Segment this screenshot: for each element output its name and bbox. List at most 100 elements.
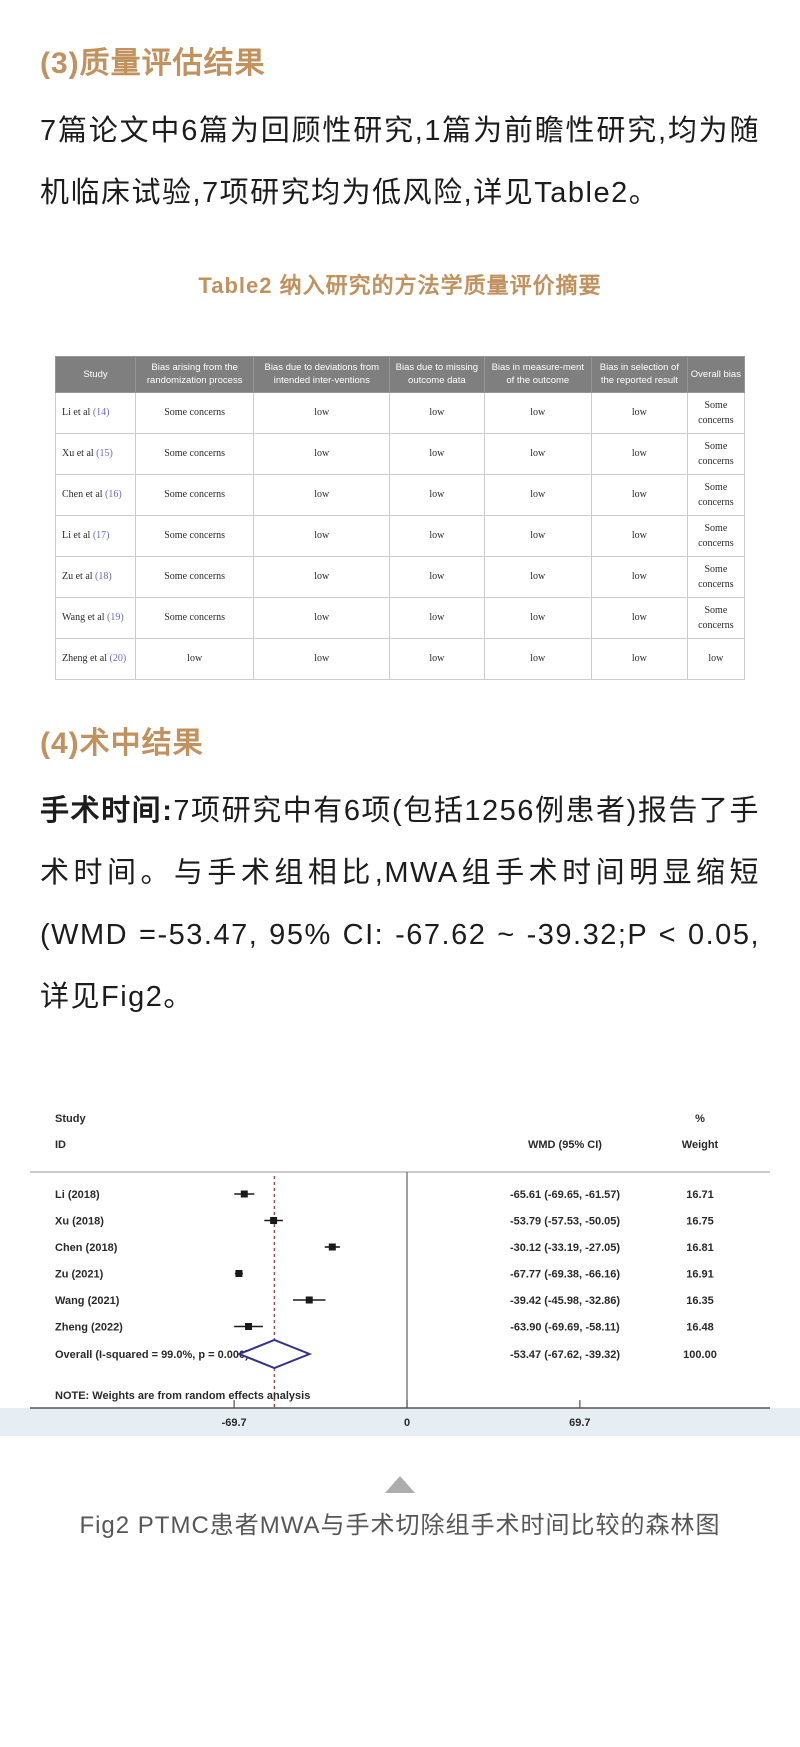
overall-label: Overall (I-squared = 99.0%, p = 0.000) bbox=[55, 1349, 249, 1361]
bias-cell: low bbox=[389, 596, 485, 639]
bias-cell: low bbox=[389, 391, 485, 434]
bias-cell: low bbox=[591, 432, 688, 475]
wmd-value: -67.77 (-69.38, -66.16) bbox=[510, 1268, 620, 1280]
x-axis-tick-label: 0 bbox=[404, 1417, 410, 1429]
study-cell: Li et al (17) bbox=[55, 514, 136, 557]
overall-bias-cell: Some concerns bbox=[686, 432, 746, 475]
x-axis-tick-label: -69.7 bbox=[222, 1417, 247, 1429]
study-cell: Zheng et al (20) bbox=[55, 637, 136, 680]
table-row: Li et al (14) Some concerns low low low low So… bbox=[55, 391, 746, 434]
quality-table-body: Li et al (14) Some concerns low low low low So… bbox=[55, 391, 746, 680]
x-axis-tick-label: 69.7 bbox=[569, 1417, 590, 1429]
overall-bias-cell: Some concerns bbox=[686, 391, 746, 434]
table-row: Zheng et al (20) low low low low low low bbox=[55, 637, 746, 680]
bias-cell: low bbox=[591, 637, 688, 680]
bias-cell: low bbox=[591, 473, 688, 516]
article-body: (3)质量评估结果 7篇论文中6篇为回顾性研究,1篇为前瞻性研究,均为随机临床试… bbox=[0, 46, 800, 1028]
bias-cell: low bbox=[483, 391, 593, 434]
overall-bias-cell: Some concerns bbox=[686, 555, 746, 598]
forest-col-id: ID bbox=[55, 1139, 66, 1151]
bias-cell: Some concerns bbox=[134, 391, 255, 434]
reference-number: (18) bbox=[95, 571, 112, 583]
quality-table-header: Study Bias arising from the randomizatio… bbox=[55, 356, 746, 393]
point-estimate-marker bbox=[305, 1296, 313, 1304]
bias-cell: low bbox=[253, 432, 391, 475]
bias-cell: low bbox=[253, 391, 391, 434]
weight-value: 16.48 bbox=[686, 1321, 714, 1333]
overall-diamond bbox=[236, 1338, 313, 1369]
forest-col-study: Study bbox=[55, 1113, 86, 1125]
col-header-randomization: Bias arising from the randomization proc… bbox=[134, 356, 255, 393]
reference-number: (15) bbox=[96, 448, 113, 460]
table-row: Chen et al (16) Some concerns low low low low… bbox=[55, 473, 746, 516]
bias-cell: low bbox=[253, 637, 391, 680]
col-header-selection: Bias in selection of the reported result bbox=[591, 356, 688, 393]
col-header-measurement: Bias in measure-ment of the outcome bbox=[483, 356, 593, 393]
bias-cell: low bbox=[591, 391, 688, 434]
bias-cell: Some concerns bbox=[134, 596, 255, 639]
col-header-study: Study bbox=[55, 356, 136, 393]
table-row: Xu et al (15) Some concerns low low low low So… bbox=[55, 432, 746, 475]
study-label: Li (2018) bbox=[55, 1189, 100, 1201]
operation-time-lead: 手术时间: bbox=[40, 794, 174, 827]
forest-col-wmd: WMD (95% CI) bbox=[528, 1139, 602, 1151]
bias-cell: low bbox=[253, 555, 391, 598]
bias-cell: low bbox=[253, 596, 391, 639]
bias-cell: low bbox=[389, 555, 485, 598]
overall-bias-cell: Some concerns bbox=[686, 514, 746, 557]
axis-strip bbox=[0, 1407, 800, 1436]
wmd-value: -39.42 (-45.98, -32.86) bbox=[510, 1295, 620, 1307]
bias-cell: low bbox=[591, 555, 688, 598]
study-label: Zheng (2022) bbox=[55, 1321, 123, 1333]
reference-number: (16) bbox=[105, 489, 122, 501]
forest-plot-figure: Study ID% WMD (95% CI) Weight Li (2018) -65.6… bbox=[0, 1104, 800, 1436]
bias-cell: low bbox=[483, 637, 593, 680]
point-estimate-marker bbox=[245, 1322, 253, 1330]
operation-time-paragraph: 手术时间:7项研究中有6项(包括1256例患者)报告了手术时间。与手术组相比,M… bbox=[40, 780, 760, 1028]
wmd-value: -65.61 (-69.65, -61.57) bbox=[510, 1189, 620, 1201]
bias-cell: low bbox=[591, 596, 688, 639]
study-cell: Wang et al (19) bbox=[55, 596, 136, 639]
bias-cell: Some concerns bbox=[134, 555, 255, 598]
bias-cell: low bbox=[253, 514, 391, 557]
bias-cell: low bbox=[389, 432, 485, 475]
bias-cell: low bbox=[483, 596, 593, 639]
section-heading-quality-assessment: (3)质量评估结果 bbox=[40, 47, 266, 80]
operation-time-text: 7项研究中有6项(包括1256例患者)报告了手术时间。与手术组相比,MWA组手术… bbox=[40, 794, 760, 1013]
study-cell: Zu et al (18) bbox=[55, 555, 136, 598]
bias-cell: low bbox=[483, 432, 593, 475]
reference-number: (14) bbox=[92, 407, 110, 419]
weight-value: 16.91 bbox=[686, 1268, 714, 1280]
table-row: Wang et al (19) Some concerns low low low low… bbox=[55, 596, 746, 639]
up-triangle-icon bbox=[385, 1475, 415, 1493]
bias-cell: low bbox=[389, 473, 485, 516]
bias-cell: low bbox=[591, 514, 688, 557]
study-label: Wang (2021) bbox=[55, 1295, 120, 1307]
overall-weight-value: 100.00 bbox=[683, 1349, 717, 1361]
bias-cell: Some concerns bbox=[134, 514, 255, 557]
bias-cell: low bbox=[253, 473, 391, 516]
wmd-value: -63.90 (-69.69, -58.11) bbox=[510, 1321, 620, 1333]
section-heading-intraoperative-results: (4)术中结果 bbox=[40, 726, 204, 760]
bias-cell: low bbox=[389, 637, 485, 680]
point-estimate-marker bbox=[240, 1190, 248, 1198]
col-header-overall-bias: Overall bias bbox=[686, 356, 746, 393]
forest-plot-svg: Study ID% WMD (95% CI) Weight Li (2018) -65.6… bbox=[0, 1113, 800, 1436]
table-row: Li et al (17) Some concerns low low low low So… bbox=[55, 514, 746, 557]
forest-col-percent: % bbox=[695, 1113, 705, 1125]
bias-cell: low bbox=[483, 555, 593, 598]
study-label: Zu (2021) bbox=[55, 1268, 104, 1280]
study-cell: Xu et al (15) bbox=[55, 432, 136, 475]
col-header-deviations: Bias due to deviations from intended int… bbox=[253, 356, 391, 393]
weight-value: 16.71 bbox=[686, 1189, 714, 1201]
weight-value: 16.35 bbox=[686, 1295, 714, 1307]
weight-value: 16.81 bbox=[686, 1242, 714, 1254]
point-estimate-marker bbox=[328, 1243, 336, 1251]
reference-number: (19) bbox=[107, 612, 124, 624]
weight-value: 16.75 bbox=[686, 1215, 714, 1227]
col-header-missing-data: Bias due to missing outcome data bbox=[389, 356, 485, 393]
bias-cell: low bbox=[483, 473, 593, 516]
overall-wmd-value: -53.47 (-67.62, -39.32) bbox=[510, 1349, 620, 1361]
study-label: Xu (2018) bbox=[55, 1215, 104, 1227]
bias-cell: low bbox=[483, 514, 593, 557]
